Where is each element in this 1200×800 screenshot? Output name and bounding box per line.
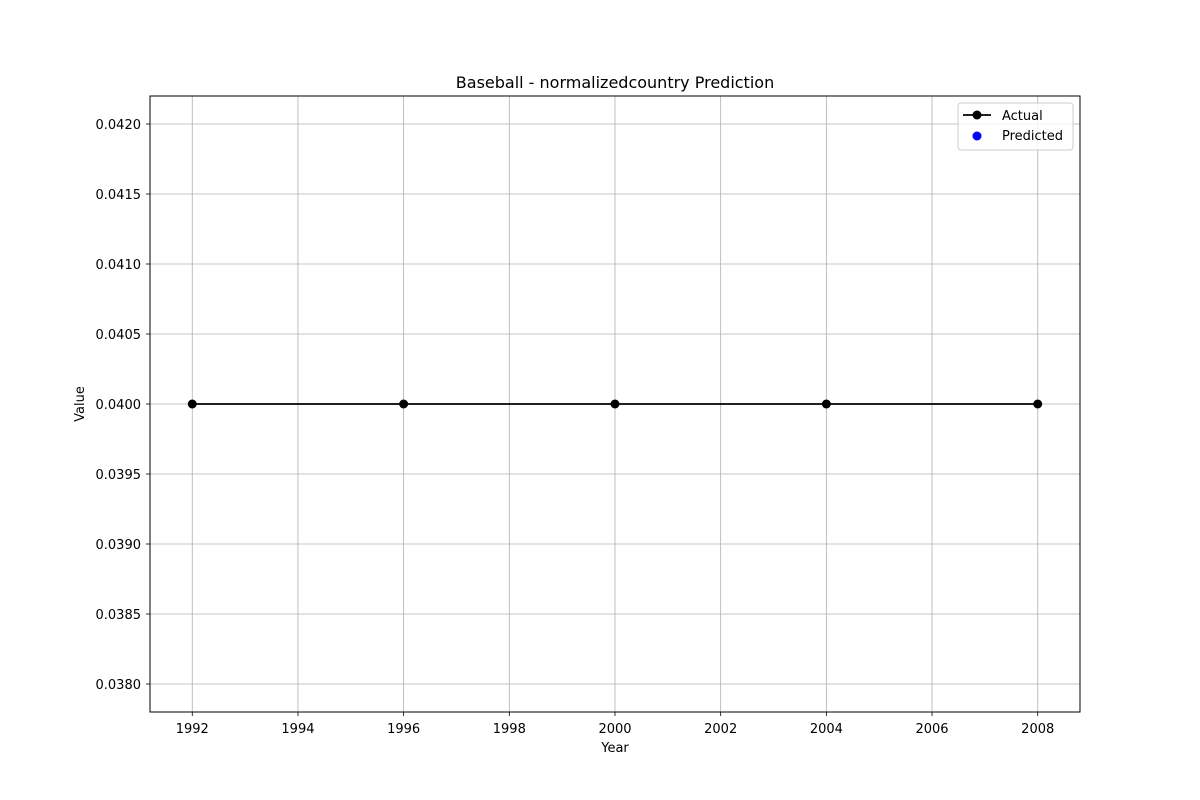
x-tick-label: 1992 [176,722,209,737]
x-tick-label: 1996 [387,722,420,737]
x-axis: 1992 1994 1996 1998 2000 2002 2004 2006 2008 [176,712,1054,737]
x-tick-label: 2008 [1021,722,1054,737]
legend-predicted-marker [972,131,982,141]
data-point-actual [821,399,831,409]
y-axis-label: Value [73,386,88,422]
x-tick-label: 2004 [810,722,843,737]
y-tick-label: 0.0415 [96,188,142,203]
x-tick-label: 1998 [493,722,526,737]
data-point-actual [399,399,409,409]
plot-series [187,399,1043,409]
x-tick-label: 2002 [704,722,737,737]
legend-label-predicted: Predicted [1002,129,1063,144]
y-tick-label: 0.0410 [96,258,142,273]
legend: Actual Predicted [957,102,1074,151]
data-point-actual [610,399,620,409]
y-tick-label: 0.0405 [96,328,142,343]
x-tick-label: 1994 [281,722,314,737]
x-tick-label: 2000 [598,722,631,737]
x-tick-label: 2006 [915,722,948,737]
data-point-actual [187,399,197,409]
y-tick-label: 0.0385 [96,608,142,623]
y-tick-label: 0.0395 [96,468,142,483]
data-point-actual [1033,399,1043,409]
y-tick-label: 0.0420 [96,118,142,133]
y-axis: 0.0380 0.0385 0.0390 0.0395 0.0400 0.0405 0.04… [96,118,150,693]
legend-label-actual: Actual [1002,109,1043,124]
chart-title: Baseball - normalizedcountry Prediction [456,73,774,92]
y-tick-label: 0.0400 [96,398,142,413]
x-axis-label: Year [600,741,629,756]
legend-actual-marker [972,110,982,120]
y-tick-label: 0.0380 [96,678,142,693]
y-tick-label: 0.0390 [96,538,142,553]
